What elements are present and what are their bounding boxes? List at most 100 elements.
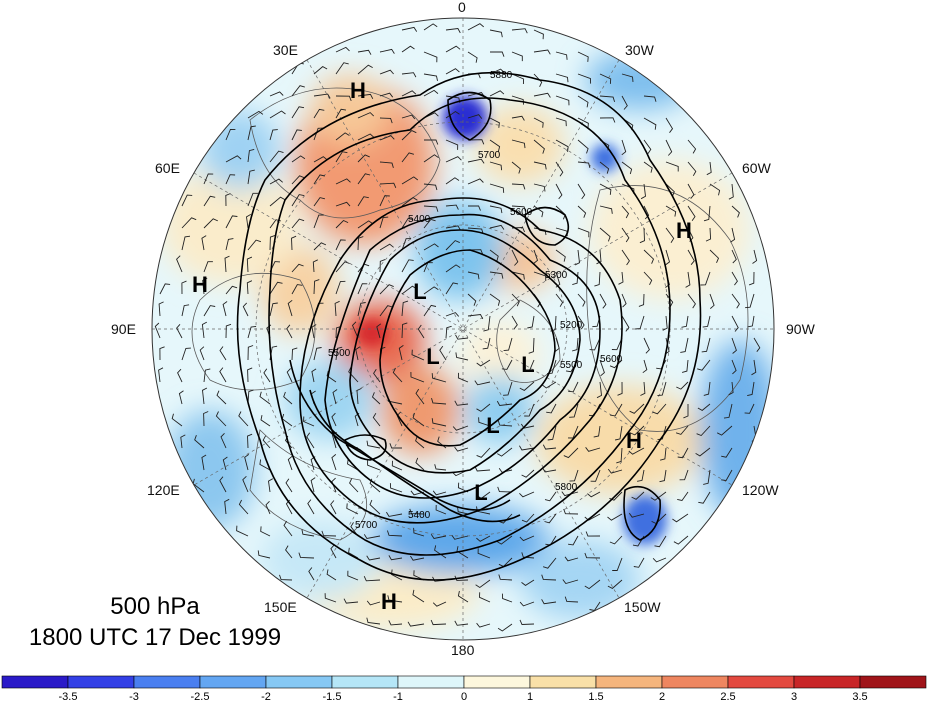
wind-barb — [681, 359, 689, 373]
wind-barb — [451, 534, 469, 540]
wind-barb — [412, 589, 425, 603]
wind-barb — [599, 293, 607, 309]
svg-text:5600: 5600 — [510, 207, 533, 218]
lon-label-120w: 120W — [742, 482, 779, 498]
svg-text:5800: 5800 — [555, 482, 578, 493]
wind-barb — [609, 491, 623, 501]
wind-barb — [445, 177, 460, 185]
wind-barb — [357, 49, 372, 55]
wind-barb — [577, 205, 587, 218]
wind-barb — [454, 620, 469, 626]
wind-barb — [489, 271, 504, 279]
wind-barb — [257, 550, 271, 559]
wind-barb — [621, 161, 633, 175]
lon-label-90e: 90E — [111, 321, 136, 337]
wind-barb — [313, 127, 324, 141]
wind-barb — [313, 108, 325, 119]
wind-barb — [279, 574, 293, 581]
wind-barb — [533, 271, 547, 282]
wind-barb — [224, 498, 230, 515]
wind-barb — [313, 66, 328, 75]
wind-barb — [731, 205, 740, 218]
wind-barb — [357, 64, 373, 75]
wind-barb — [287, 299, 293, 317]
wind-barb — [612, 557, 623, 571]
wind-barb — [489, 224, 505, 230]
wind-barb — [467, 114, 483, 119]
wind-barb — [685, 271, 691, 288]
wind-barb — [242, 302, 249, 317]
high-center: H — [676, 218, 692, 243]
high-center: H — [192, 272, 208, 297]
wind-barb — [519, 619, 535, 625]
wind-barb — [387, 595, 403, 603]
wind-barb — [312, 259, 318, 273]
wind-barb — [585, 531, 601, 537]
wind-barb — [386, 511, 403, 517]
wind-barb — [306, 432, 315, 449]
wind-barb — [497, 486, 513, 493]
wind-barb — [489, 117, 500, 128]
wind-barb — [621, 139, 627, 156]
wind-barb — [454, 575, 469, 581]
wind-barb — [511, 293, 520, 307]
wind-barb — [430, 534, 447, 540]
wind-barb — [158, 367, 164, 383]
wind-barb — [629, 403, 645, 414]
wind-barb — [511, 51, 523, 62]
wind-barb — [154, 322, 161, 339]
wind-barb — [501, 359, 513, 370]
lon-label-0: 0 — [458, 0, 466, 15]
wind-barb — [379, 195, 390, 207]
wind-barb — [401, 300, 409, 317]
wind-barb — [247, 345, 254, 361]
wind-barb — [519, 491, 535, 498]
wind-barb — [269, 91, 284, 97]
lon-label-30w: 30W — [625, 42, 654, 58]
wind-barb — [577, 227, 590, 238]
wind-barb — [696, 425, 711, 437]
wind-barb — [577, 51, 589, 62]
wind-barb — [445, 312, 460, 317]
wind-barb — [621, 95, 628, 110]
wind-barb — [423, 205, 439, 212]
wind-barb — [498, 513, 513, 524]
wind-barb — [180, 434, 186, 449]
wind-barb — [455, 352, 469, 361]
wind-barb — [497, 420, 513, 427]
wind-barb — [445, 68, 460, 75]
wind-barb — [496, 535, 513, 545]
wind-barb — [417, 324, 425, 339]
wind-barb — [366, 555, 381, 561]
wind-barb — [423, 154, 439, 163]
wind-barb — [659, 469, 667, 483]
wind-barb — [541, 599, 557, 605]
wind-barb — [533, 49, 551, 55]
wind-barb — [269, 302, 278, 317]
wind-barb — [721, 469, 733, 481]
wind-barb — [259, 459, 271, 471]
wind-barb — [728, 183, 734, 200]
wind-barb — [285, 545, 293, 559]
colorbar-tick-label: 2.5 — [720, 691, 735, 702]
wind-barb — [665, 249, 671, 266]
wind-barb — [468, 205, 481, 211]
svg-text:5300: 5300 — [545, 270, 568, 281]
colorbar-swatch — [397, 675, 465, 689]
wind-barb — [247, 326, 257, 339]
wind-barb — [621, 205, 630, 219]
wind-barb — [262, 435, 271, 449]
wind-barb — [503, 337, 513, 352]
wind-barb — [457, 482, 469, 493]
wind-barb — [366, 600, 381, 606]
wind-barb — [577, 161, 591, 169]
wind-barb — [310, 477, 316, 493]
wind-barb — [643, 117, 657, 130]
wind-barb — [533, 249, 539, 264]
wind-barb — [413, 527, 425, 537]
wind-barb — [445, 325, 452, 339]
wind-barb — [638, 293, 645, 307]
wind-barb — [587, 491, 601, 498]
wind-barb — [467, 139, 485, 145]
wind-barb — [593, 425, 601, 438]
